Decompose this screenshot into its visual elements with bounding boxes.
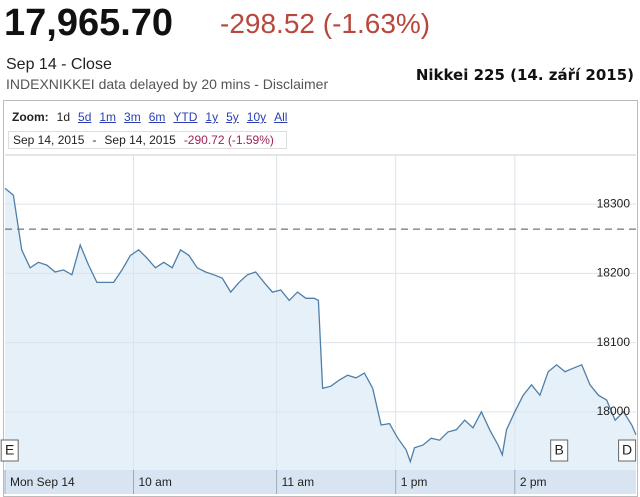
event-box — [618, 439, 637, 462]
data-source: INDEXNIKKEI data delayed by 20 mins - Di… — [6, 76, 329, 92]
range-from: Sep 14, 2015 — [13, 133, 85, 147]
event-label: E — [5, 442, 14, 458]
zoom-option[interactable]: 1d — [56, 110, 71, 124]
range-row: Sep 14, 2015- Sep 14, 2015 -290.72 (-1.59%… — [8, 131, 287, 149]
x-tick-label: 1 pm — [401, 475, 428, 489]
zoom-option[interactable]: 6m — [148, 110, 166, 124]
x-tick-label: 11 am — [282, 475, 314, 489]
y-tick-label: 18100 — [597, 335, 631, 349]
y-tick-label: 18200 — [597, 266, 631, 280]
range-to: Sep 14, 2015 — [104, 133, 176, 147]
event-flag: D — [618, 439, 637, 462]
x-axis-band — [5, 470, 636, 494]
range-separator: - — [92, 133, 97, 147]
caption: Nikkei 225 (14. září 2015) — [415, 66, 634, 84]
zoom-option[interactable]: 5y — [226, 110, 239, 124]
zoom-label: Zoom: — [12, 110, 49, 124]
zoom-option[interactable]: 10y — [246, 110, 267, 124]
event-label: B — [555, 442, 564, 458]
price: 17,965.70 — [4, 2, 174, 44]
event-label: D — [622, 442, 632, 458]
zoom-option[interactable]: All — [274, 110, 288, 124]
y-tick-label: 18300 — [597, 196, 631, 210]
zoom-option[interactable]: 3m — [124, 110, 141, 124]
y-tick-label: 18000 — [597, 404, 631, 418]
area — [5, 188, 636, 470]
zoom-bar: Zoom: 1d 5d 1m 3m 6m YTD 1y 5y 10y All — [12, 110, 295, 124]
zoom-option[interactable]: 1m — [99, 110, 117, 124]
event-flag: E — [0, 439, 19, 462]
close-date: Sep 14 - Close — [6, 56, 112, 73]
price-change: -298.52 (-1.63%) — [220, 8, 431, 39]
x-tick-label: 10 am — [138, 475, 171, 489]
line — [4, 187, 637, 464]
range-change: -290.72 (-1.59%) — [183, 133, 274, 147]
x-tick-label: 2 pm — [520, 475, 547, 489]
event-flag: B — [550, 439, 569, 462]
event-box — [0, 439, 19, 462]
zoom-option[interactable]: YTD — [173, 110, 198, 124]
zoom-option[interactable]: 1y — [205, 110, 219, 124]
x-tick-label: Mon Sep 14 — [10, 475, 75, 489]
event-box — [550, 439, 569, 462]
zoom-option[interactable]: 5d — [78, 110, 92, 124]
